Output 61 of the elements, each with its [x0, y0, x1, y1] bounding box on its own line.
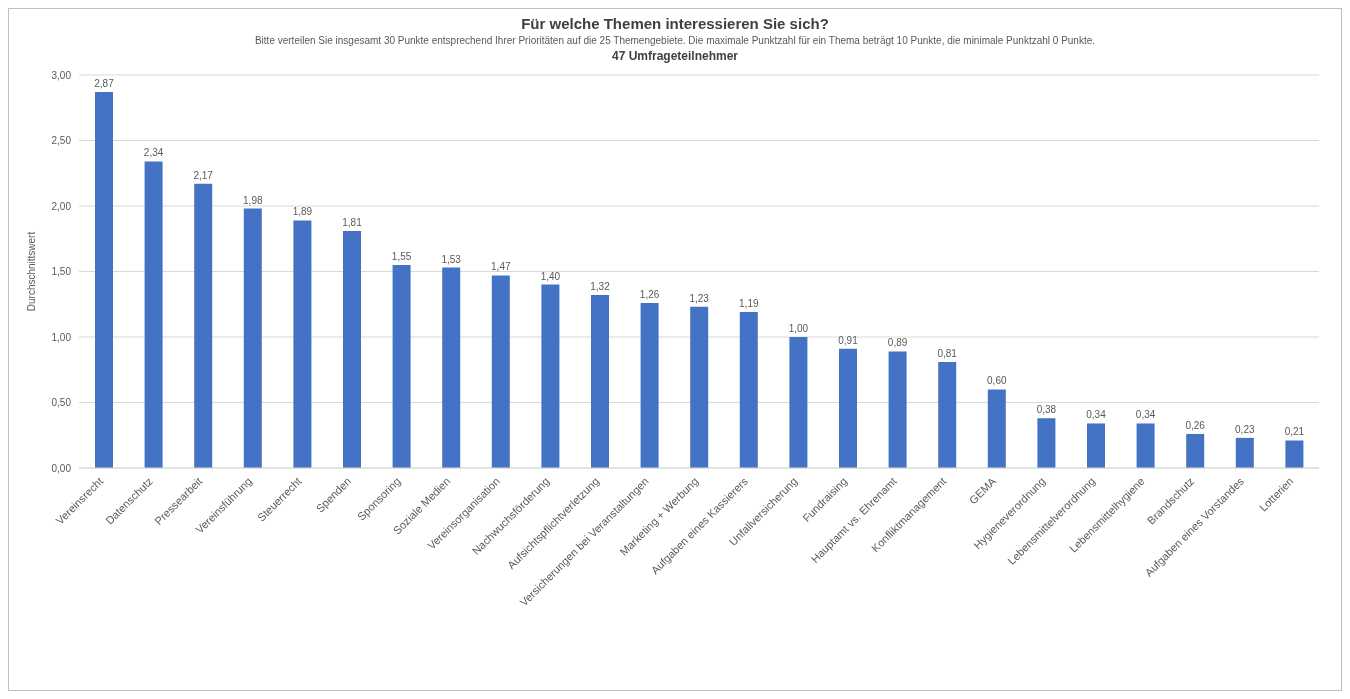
y-tick-label: 0,50 — [51, 397, 72, 409]
data-label: 1,40 — [540, 270, 561, 282]
bar — [690, 306, 709, 468]
bar — [491, 275, 510, 468]
bar — [888, 351, 907, 468]
data-label: 0,38 — [1036, 404, 1057, 416]
bar — [591, 295, 609, 468]
bar — [343, 230, 361, 468]
data-label: 2,34 — [143, 147, 164, 159]
data-label: 0,89 — [887, 337, 908, 349]
data-label: 0,21 — [1284, 426, 1305, 438]
chart-subtitle: Bitte verteilen Sie insgesamt 30 Punkte entsprechend Ihrer Prioritäten auf die 25 Themengebiete. Die maximale Punktzahl für ein Thema beträgt 10 Punkte, die minimale Punktzahl 0 Punkte. — [253, 35, 1097, 46]
data-label: 1,89 — [292, 206, 313, 218]
data-label: 0,81 — [937, 347, 958, 359]
data-label: 1,53 — [441, 253, 462, 265]
data-label: 2,17 — [193, 169, 214, 181]
data-label: 1,55 — [391, 250, 412, 262]
data-label: 0,91 — [838, 334, 859, 346]
text: 47 Umfrageteilnehmer — [610, 49, 739, 63]
bar — [1087, 423, 1105, 468]
data-label: 1,26 — [639, 288, 660, 300]
data-label: 1,23 — [689, 292, 710, 304]
bar — [739, 312, 758, 468]
bar — [1037, 418, 1056, 468]
bar — [789, 337, 808, 468]
bar — [938, 361, 957, 468]
y-tick-label: 0,00 — [51, 462, 72, 474]
y-tick-label: 2,50 — [51, 135, 72, 147]
bar — [987, 389, 1006, 468]
data-label: 1,00 — [788, 323, 809, 334]
data-label: 1,98 — [243, 194, 263, 206]
data-label: 2,87 — [94, 78, 115, 90]
data-label: 1,19 — [739, 298, 759, 310]
y-axis-title: Durchschnittswert — [25, 231, 37, 312]
data-label: 0,34 — [1135, 409, 1156, 421]
bar — [194, 183, 213, 468]
y-tick-label: 1,50 — [51, 266, 72, 278]
bar — [1235, 437, 1254, 468]
bar — [392, 264, 411, 468]
bar — [541, 284, 560, 468]
bar — [144, 161, 163, 468]
bar — [1285, 440, 1304, 468]
data-label: 0,23 — [1235, 423, 1255, 435]
data-label: 0,34 — [1086, 409, 1107, 421]
y-tick-label: 2,00 — [51, 200, 72, 212]
chart-title: Für welche Themen interessieren Sie sich? — [520, 15, 830, 32]
bar — [95, 92, 113, 468]
bar — [442, 267, 461, 468]
bar — [640, 302, 659, 468]
data-label: 1,81 — [342, 216, 363, 228]
y-tick-label: 1,00 — [51, 331, 72, 343]
data-label: 0,26 — [1185, 419, 1206, 431]
y-tick-label: 3,00 — [51, 69, 72, 81]
bar — [243, 208, 262, 468]
bar — [839, 348, 857, 468]
bar — [1186, 433, 1205, 468]
data-label: 0,60 — [987, 375, 1007, 387]
data-label: 1,47 — [491, 261, 511, 273]
data-label: 1,32 — [590, 281, 611, 293]
bar — [293, 220, 312, 468]
bar — [1136, 423, 1155, 468]
